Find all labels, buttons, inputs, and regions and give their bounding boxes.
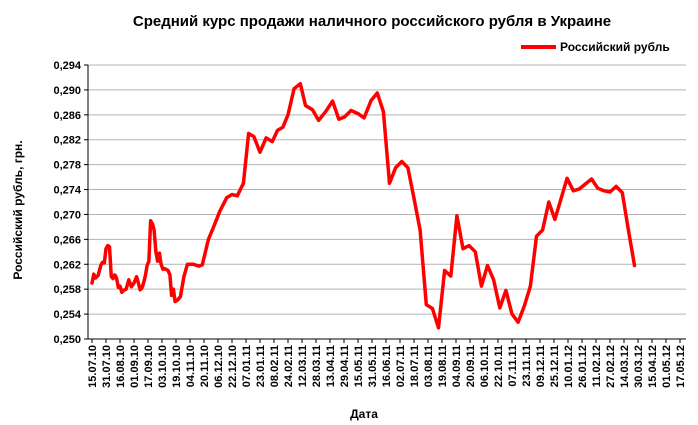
x-tick-label: 22.12.10 xyxy=(227,345,239,388)
x-tick-label: 12.03.11 xyxy=(297,345,309,387)
x-tick-label: 17.05.12 xyxy=(675,345,687,388)
x-tick-label: 03.10.10 xyxy=(157,345,169,388)
y-tick-label: 0,258 xyxy=(53,284,81,296)
x-tick-label: 18.07.11 xyxy=(409,345,421,387)
x-tick-label: 07.01.11 xyxy=(241,345,253,387)
x-tick-label: 17.09.10 xyxy=(143,345,155,388)
y-tick-label: 0,278 xyxy=(53,160,81,172)
y-tick-labels: 0,250 0,254 0,258 0,262 0,266 0,270 0,274 0,278… xyxy=(53,60,81,346)
x-tick-label: 06.12.10 xyxy=(213,345,225,388)
x-tick-label: 30.03.12 xyxy=(633,345,645,388)
y-tick-label: 0,266 xyxy=(53,234,81,246)
y-tick-label: 0,282 xyxy=(53,135,81,147)
x-tick-label: 13.04.11 xyxy=(325,345,337,387)
x-tick-label: 24.02.11 xyxy=(283,345,295,387)
x-tick-label: 10.01.12 xyxy=(563,345,575,388)
y-tick-label: 0,274 xyxy=(53,185,81,197)
x-tick-label: 09.12.11 xyxy=(535,345,547,387)
x-tick-label: 16.06.11 xyxy=(381,345,393,387)
x-tick-label: 03.08.11 xyxy=(423,345,435,387)
x-tick-label: 01.09.10 xyxy=(129,345,141,388)
x-tick-label: 02.07.11 xyxy=(395,345,407,387)
x-tick-label: 07.11.11 xyxy=(507,345,519,387)
x-tick-label: 11.02.12 xyxy=(591,345,603,387)
x-tick-label: 16.08.10 xyxy=(115,345,127,388)
x-tick-label: 04.09.11 xyxy=(451,345,463,387)
x-tick-label: 22.10.11 xyxy=(493,345,505,387)
x-tick-label: 15.05.11 xyxy=(353,345,365,387)
x-tick-label: 01.05.12 xyxy=(661,345,673,388)
legend: Российский рубль xyxy=(521,40,670,54)
x-tick-label: 08.02.11 xyxy=(269,345,281,387)
x-tick-label: 20.09.11 xyxy=(465,345,477,387)
x-tick-label: 20.11.10 xyxy=(199,345,211,387)
y-tick-label: 0,290 xyxy=(53,85,81,97)
y-tick-label: 0,250 xyxy=(53,334,81,346)
x-tick-label: 31.07.10 xyxy=(101,345,113,388)
x-tick-label: 04.11.10 xyxy=(185,345,197,387)
x-tick-label: 15.04.12 xyxy=(647,345,659,388)
y-tick-label: 0,270 xyxy=(53,209,81,221)
y-tick-label: 0,254 xyxy=(53,309,81,321)
y-tick-label: 0,294 xyxy=(53,60,81,72)
x-tick-label: 26.01.12 xyxy=(577,345,589,388)
x-tick-label: 29.04.11 xyxy=(339,345,351,387)
y-tick-label: 0,286 xyxy=(53,110,81,122)
y-axis-label: Российский рубль, грн. xyxy=(11,140,25,279)
x-tick-labels: 15.07.10 31.07.10 16.08.10 01.09.10 17.09.10… xyxy=(87,339,687,388)
x-axis-label: Дата xyxy=(350,407,378,421)
x-tick-label: 28.03.11 xyxy=(311,345,323,387)
chart-title: Средний курс продажи наличного российско… xyxy=(133,13,611,30)
axes xyxy=(87,65,686,340)
x-tick-label: 27.02.12 xyxy=(605,345,617,388)
x-tick-label: 23.01.11 xyxy=(255,345,267,387)
x-tick-label: 31.05.11 xyxy=(367,345,379,387)
series-line-russian-ruble xyxy=(90,81,637,330)
x-tick-label: 19.08.11 xyxy=(437,345,449,387)
x-tick-label: 25.12.11 xyxy=(549,345,561,387)
legend-label: Российский рубль xyxy=(560,40,670,54)
x-tick-label: 06.10.11 xyxy=(479,345,491,387)
x-tick-label: 19.10.10 xyxy=(171,345,183,388)
y-tick-label: 0,262 xyxy=(53,259,81,271)
x-tick-label: 14.03.12 xyxy=(619,345,631,388)
x-tick-label: 15.07.10 xyxy=(87,345,99,388)
x-tick-label: 23.11.11 xyxy=(521,345,533,387)
